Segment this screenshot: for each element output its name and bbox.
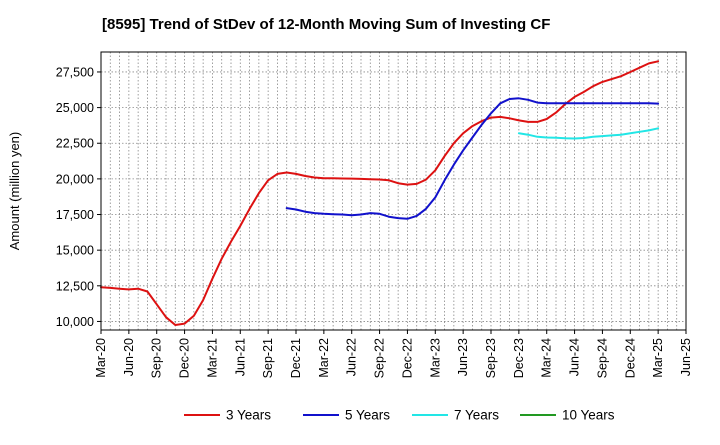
y-axis-ticks: 10,000 12,500 15,000 17,500 20,000 22,500 25,0…: [56, 65, 101, 329]
y-tick-label: 12,500: [56, 279, 94, 293]
x-tick-label: Mar-23: [428, 338, 442, 378]
legend-label: 5 Years: [345, 408, 390, 423]
x-tick-label: Sep-24: [595, 338, 609, 378]
x-tick-label: Jun-23: [456, 338, 470, 376]
plot-frame: [100, 51, 687, 331]
x-tick-label: Dec-22: [400, 338, 414, 378]
x-tick-label: Sep-21: [261, 338, 275, 378]
y-tick-label: 20,000: [56, 172, 94, 186]
legend: 3 Years 5 Years 7 Years 10 Years: [184, 408, 615, 423]
x-axis-ticks: Mar-20 Jun-20 Sep-20 Dec-20 Mar-21 Jun-21 Sep-…: [94, 330, 693, 378]
x-tick-label: Mar-25: [651, 338, 665, 378]
x-tick-label: Mar-21: [205, 338, 219, 378]
chart-title: [8595] Trend of StDev of 12-Month Moving…: [102, 16, 550, 33]
y-tick-label: 15,000: [56, 244, 94, 258]
y-tick-label: 25,000: [56, 101, 94, 115]
x-tick-label: Sep-23: [484, 338, 498, 378]
x-tick-label: Jun-20: [122, 338, 136, 376]
x-tick-label: Dec-23: [512, 338, 526, 378]
y-tick-label: 17,500: [56, 208, 94, 222]
x-tick-label: Dec-24: [623, 338, 637, 378]
x-tick-label: Dec-20: [178, 338, 192, 378]
x-tick-label: Mar-20: [94, 338, 108, 378]
series-line-7-years: [517, 127, 660, 140]
legend-label: 10 Years: [562, 408, 615, 423]
y-tick-label: 27,500: [56, 65, 94, 79]
x-tick-label: Jun-22: [345, 338, 359, 376]
grid: [100, 52, 687, 330]
x-tick-label: Jun-25: [679, 338, 693, 376]
y-tick-label: 10,000: [56, 315, 94, 329]
x-tick-label: Jun-21: [233, 338, 247, 376]
x-tick-label: Mar-22: [317, 338, 331, 378]
x-tick-label: Dec-21: [289, 338, 303, 378]
y-tick-label: 22,500: [56, 137, 94, 151]
x-tick-label: Sep-22: [373, 338, 387, 378]
series-line-5-years: [285, 97, 660, 220]
x-tick-label: Sep-20: [150, 338, 164, 378]
series-lines: [100, 60, 660, 326]
x-tick-label: Mar-24: [540, 338, 554, 378]
x-tick-label: Jun-24: [568, 338, 582, 376]
legend-label: 7 Years: [454, 408, 499, 423]
y-axis-label: Amount (million yen): [7, 132, 22, 251]
legend-label: 3 Years: [226, 408, 271, 423]
